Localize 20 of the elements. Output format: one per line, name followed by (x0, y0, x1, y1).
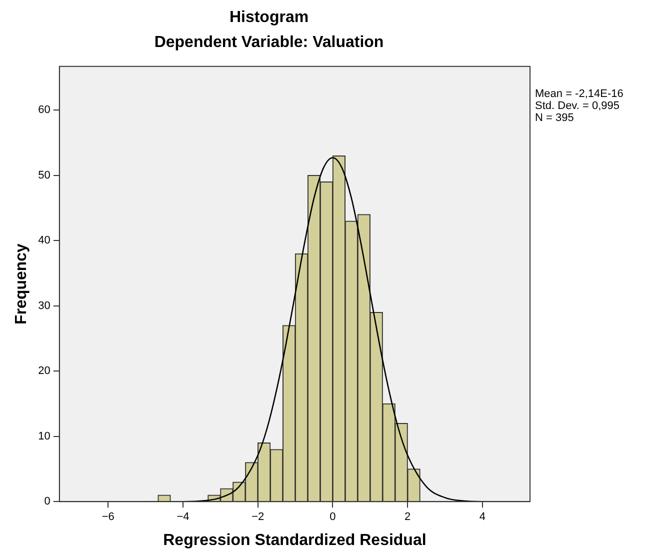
chart-title: Histogram (229, 9, 309, 26)
x-tick-label: −4 (176, 511, 190, 524)
x-tick-label: 2 (404, 511, 411, 524)
x-axis-title: Regression Standardized Residual (163, 532, 426, 549)
x-tick-label: −6 (102, 511, 114, 524)
x-tick-label: 4 (479, 511, 486, 524)
y-tick-label: 40 (38, 234, 50, 247)
chart-subtitle: Dependent Variable: Valuation (154, 34, 384, 52)
y-tick-label: 20 (38, 365, 50, 378)
y-tick-label: 50 (38, 169, 50, 182)
y-tick-label: 0 (44, 496, 50, 508)
y-tick-label: 30 (38, 300, 50, 312)
text: Mean = -2,14E-16 (535, 88, 624, 100)
x-tick-label: −2 (252, 511, 264, 524)
x-tick-label: 0 (330, 511, 336, 524)
text: Std. Dev. = 0,995 (535, 100, 620, 112)
text: N = 395 (535, 112, 575, 124)
y-tick-label: 10 (38, 430, 50, 442)
y-tick-label: 60 (38, 104, 50, 116)
y-axis-title: Frequency (13, 243, 30, 324)
